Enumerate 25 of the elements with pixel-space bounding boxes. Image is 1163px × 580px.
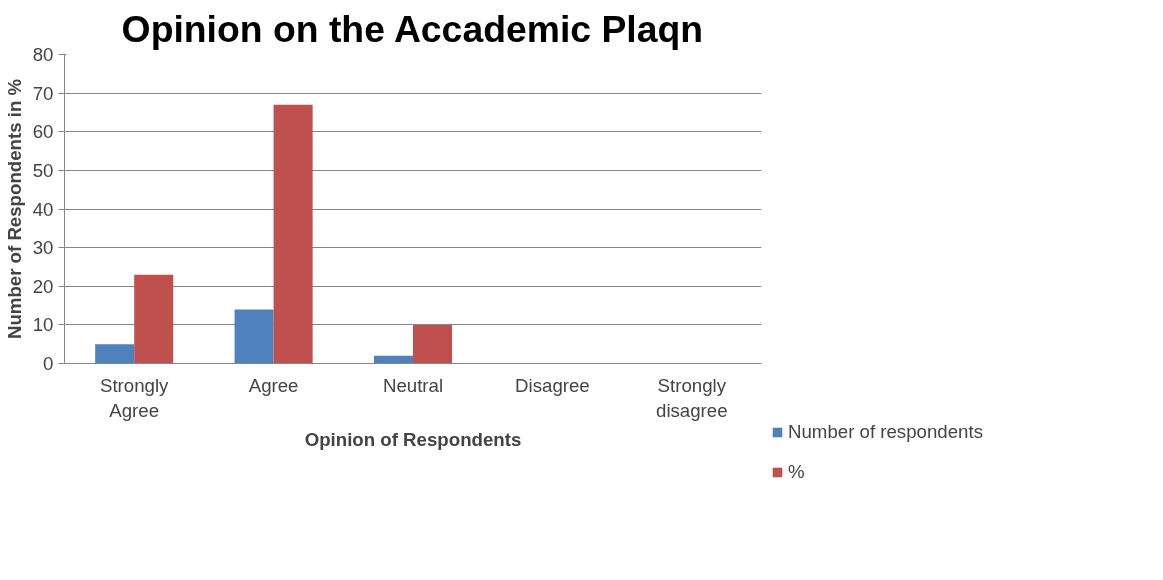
y-tick-label: 10 [32, 314, 54, 336]
x-axis-title: Opinion of Respondents [304, 428, 522, 450]
bar [413, 324, 453, 364]
x-tick-label: Strongly disagree [656, 374, 728, 421]
bar [95, 344, 135, 364]
bar [134, 274, 174, 364]
bar [373, 355, 413, 364]
y-tick-label: 80 [32, 44, 54, 65]
legend-label: % [788, 461, 805, 483]
y-tick-label: 50 [32, 159, 54, 181]
x-tick-label: Agree [248, 374, 299, 396]
y-tick-label: 60 [32, 121, 54, 143]
y-tick-label: 0 [43, 353, 54, 374]
bar [273, 104, 313, 364]
x-tick-label: Disagree [515, 374, 590, 396]
legend-label: Number of respondents [788, 421, 983, 443]
x-tick-label: Neutral [382, 374, 444, 396]
y-tick-label: 40 [32, 198, 54, 220]
y-tick-label: 30 [32, 237, 54, 259]
y-tick-label: 20 [32, 275, 54, 297]
y-axis-title: Number of Respondents in % [3, 78, 25, 340]
x-tick-label: Strongly Agree [99, 374, 170, 421]
y-tick-label: 70 [32, 82, 54, 104]
chart-title: Opinion on the Accademic Plaqn [121, 7, 704, 50]
bar [234, 309, 274, 364]
